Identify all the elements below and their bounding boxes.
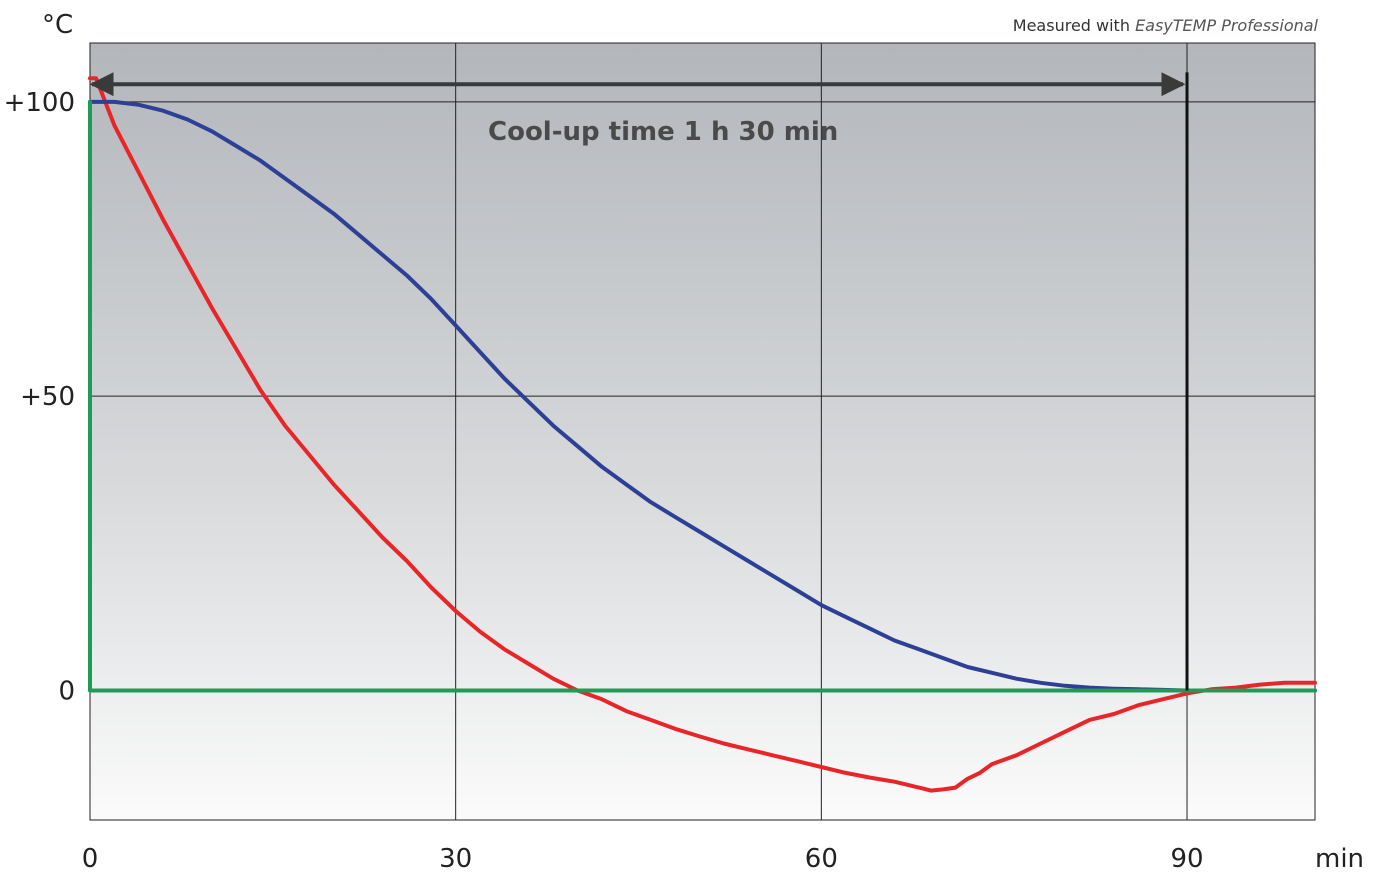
x-tick-label: 0: [82, 844, 99, 872]
y-tick-label: +50: [20, 382, 75, 412]
y-axis-unit: °C: [42, 10, 73, 40]
x-tick-label: 90: [1170, 844, 1203, 872]
y-tick-label: 0: [58, 677, 75, 707]
x-axis-unit: min: [1315, 844, 1364, 872]
measurement-note: Measured with EasyTEMP Professional: [1013, 16, 1319, 35]
series-line-3: [88, 99, 1317, 693]
plot-area: [89, 42, 1316, 821]
series-line-1: [88, 76, 1317, 793]
x-tick-label: 60: [805, 844, 838, 872]
series-layer: [88, 76, 1317, 793]
series-line-2: [88, 99, 1317, 693]
y-axis-ticks: 0 +50 +100: [4, 88, 75, 707]
measurement-note-prefix: Measured with: [1013, 16, 1135, 35]
x-axis-ticks: 0 30 60 90: [82, 844, 1204, 872]
cool-up-annotation: Cool-up time 1 h 30 min: [488, 117, 838, 147]
y-tick-label: +100: [4, 88, 75, 118]
x-tick-label: 30: [439, 844, 472, 872]
measurement-note-product: EasyTEMP Professional: [1135, 16, 1318, 35]
